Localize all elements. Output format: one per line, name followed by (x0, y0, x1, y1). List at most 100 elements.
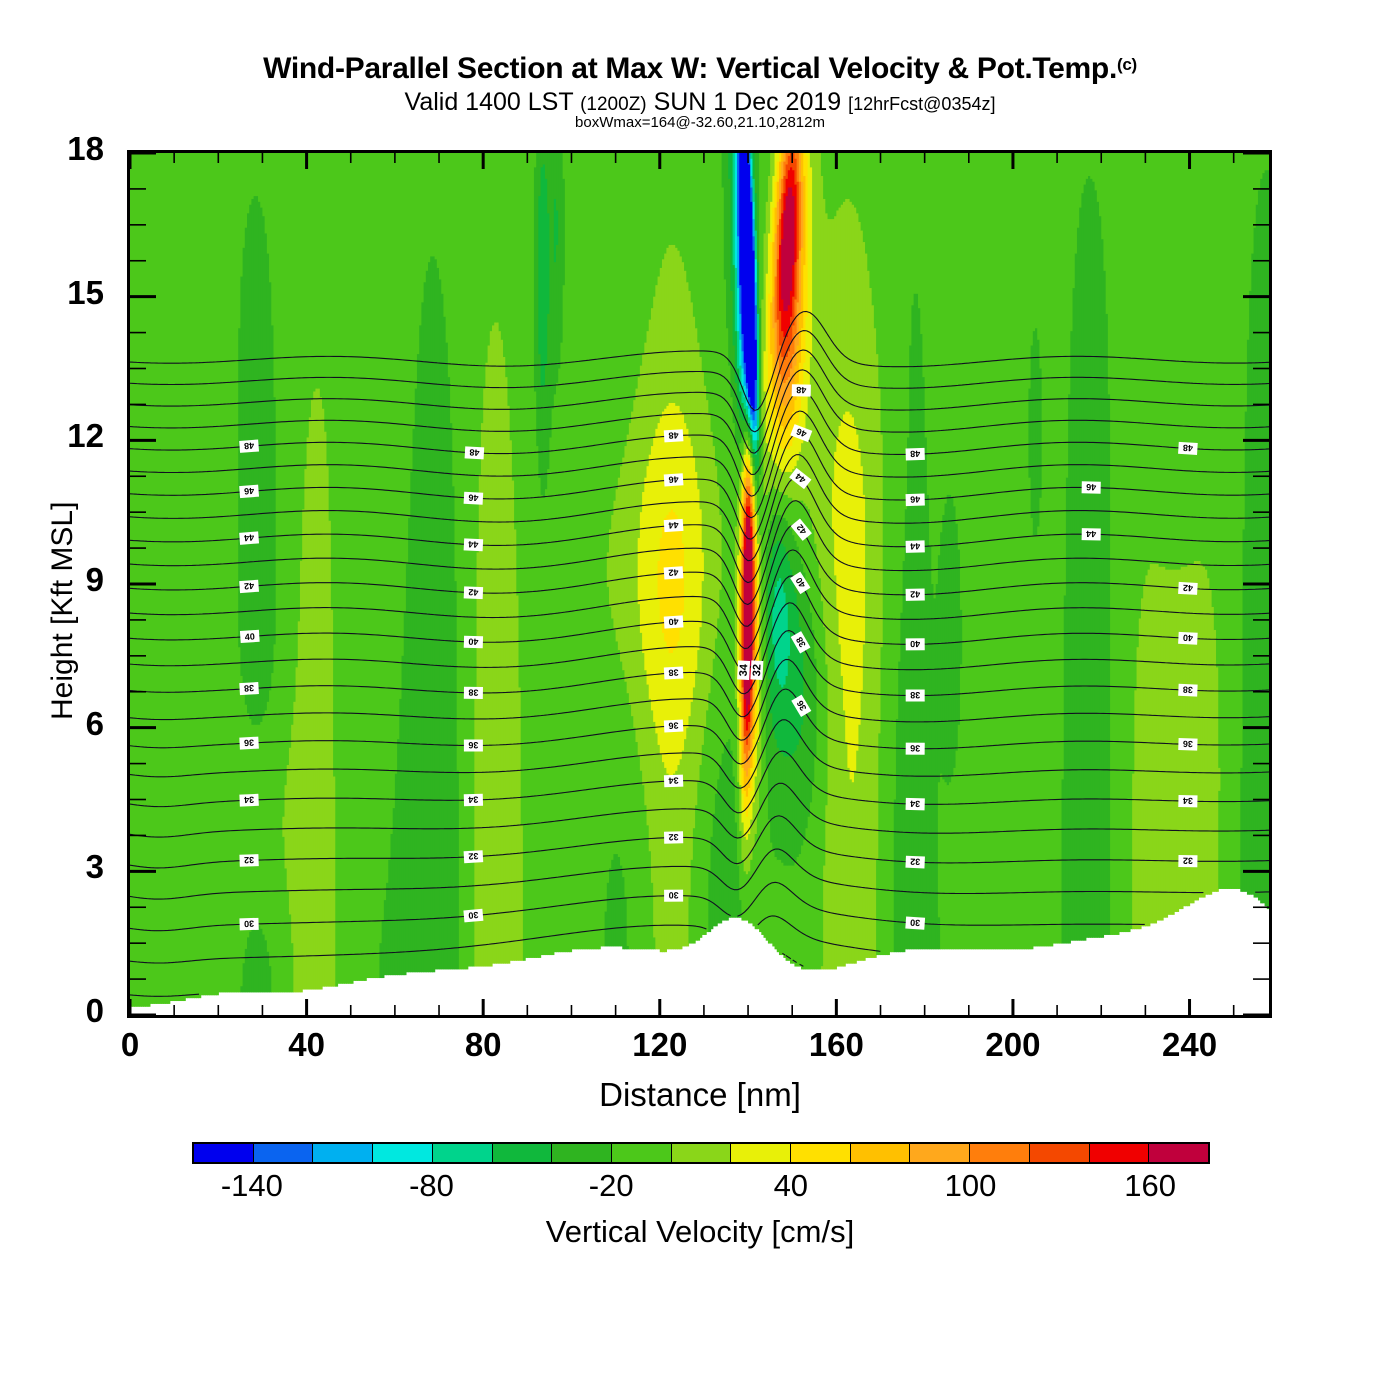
svg-text:36: 36 (795, 699, 809, 713)
svg-text:34: 34 (468, 794, 478, 804)
colorbar-segment-4 (432, 1144, 493, 1162)
svg-text:46: 46 (244, 486, 255, 497)
colorbar-segment-6 (552, 1144, 612, 1162)
colorbar-segment-16 (1149, 1144, 1208, 1162)
colorbar-tick-label: -80 (409, 1168, 454, 1203)
svg-text:32: 32 (244, 855, 254, 865)
y-tick-label: 15 (67, 273, 104, 311)
colorbar-title: Vertical Velocity [cm/s] (545, 1214, 855, 1249)
potential-temperature-contours (130, 310, 1269, 997)
svg-text:32: 32 (751, 664, 764, 677)
colorbar-segment-0 (194, 1144, 254, 1162)
svg-text:40: 40 (1183, 633, 1194, 643)
svg-text:42: 42 (795, 522, 809, 536)
svg-text:48: 48 (469, 447, 480, 458)
svg-text:32: 32 (910, 856, 920, 866)
colorbar-segment-14 (1029, 1144, 1090, 1162)
svg-text:34: 34 (910, 799, 920, 809)
svg-text:38: 38 (668, 667, 679, 678)
colorbar-tick-label: 100 (944, 1168, 997, 1203)
svg-text:46: 46 (910, 494, 920, 504)
colorbar-segment-8 (671, 1144, 732, 1162)
svg-text:42: 42 (668, 567, 679, 578)
svg-text:48: 48 (910, 449, 920, 459)
svg-text:44: 44 (1086, 529, 1096, 539)
colorbar-tick-label: -140 (220, 1168, 283, 1203)
colorbar-segment-15 (1089, 1144, 1150, 1162)
svg-text:40: 40 (468, 636, 478, 646)
chart-subtitle: Valid 1400 LST (1200Z) SUN 1 Dec 2019 [1… (0, 88, 1400, 117)
x-tick-label: 120 (632, 1026, 688, 1063)
colorbar-segment-13 (970, 1144, 1030, 1162)
y-tick-label: 3 (85, 848, 104, 886)
svg-text:32: 32 (668, 832, 678, 842)
svg-text:48: 48 (796, 385, 806, 395)
plot-area[interactable]: 30 30 30 30 32 32 32 32 32 34 34 34 34 34 36 36 36 36 36 36… (127, 150, 1272, 1018)
colorbar-tick-label: 40 (773, 1168, 809, 1203)
svg-text:48: 48 (1183, 443, 1194, 454)
svg-text:40: 40 (794, 576, 808, 590)
boxwmax-annotation: boxWmax=164@-32.60,21.10,2812m (575, 114, 825, 131)
colorbar-segment-3 (373, 1144, 433, 1162)
svg-text:42: 42 (910, 589, 920, 599)
svg-text:46: 46 (795, 426, 808, 439)
colorbar-segment-10 (791, 1144, 851, 1162)
svg-text:46: 46 (468, 493, 479, 504)
chart-title-text: Wind-Parallel Section at Max W: Vertical… (263, 52, 1117, 85)
axis-tick-marks (130, 153, 1269, 1015)
colorbar[interactable] (192, 1142, 1210, 1164)
svg-text:34: 34 (1183, 796, 1193, 806)
svg-text:36: 36 (668, 720, 678, 730)
svg-text:44: 44 (468, 539, 478, 549)
svg-text:32: 32 (468, 851, 479, 862)
colorbar-segment-5 (492, 1144, 553, 1162)
y-tick-label: 6 (85, 704, 104, 742)
y-tick-label: 0 (85, 992, 104, 1029)
x-tick-label: 40 (288, 1026, 325, 1063)
valid-time-z: (1200Z) (580, 94, 647, 115)
svg-text:38: 38 (244, 683, 255, 694)
y-tick-label: 9 (85, 561, 104, 598)
svg-text:34: 34 (738, 663, 751, 677)
svg-text:40: 40 (910, 639, 920, 649)
y-tick-label: 12 (67, 417, 104, 455)
x-tick-label: 240 (1162, 1026, 1218, 1063)
svg-text:30: 30 (669, 890, 679, 900)
svg-text:44: 44 (244, 532, 255, 543)
svg-text:44: 44 (794, 471, 808, 485)
y-tick-label: 18 (67, 130, 104, 167)
x-axis-title: Distance [nm] (599, 1076, 801, 1113)
valid-time: Valid 1400 LST (404, 88, 574, 116)
svg-text:36: 36 (1183, 739, 1193, 749)
colorbar-segment-11 (850, 1144, 911, 1162)
svg-text:48: 48 (244, 440, 255, 451)
svg-text:46: 46 (1086, 482, 1096, 492)
svg-text:30: 30 (244, 919, 254, 929)
colorbar-segment-9 (731, 1144, 792, 1162)
colorbar-segment-12 (910, 1144, 971, 1162)
svg-text:32: 32 (1183, 856, 1193, 866)
x-tick-label: 160 (808, 1026, 864, 1063)
colorbar-segment-1 (253, 1144, 314, 1162)
svg-text:46: 46 (668, 474, 679, 485)
x-tick-label: 200 (985, 1026, 1041, 1063)
svg-text:44: 44 (668, 520, 679, 531)
svg-text:34: 34 (668, 775, 678, 785)
colorbar-tick-label: -20 (588, 1168, 634, 1203)
plot-canvas: 30 30 30 30 32 32 32 32 32 34 34 34 34 34 36 36 36 36 36 36… (130, 153, 1269, 1015)
valid-date: SUN 1 Dec 2019 (653, 88, 842, 116)
colorbar-segment-2 (313, 1144, 374, 1162)
svg-text:36: 36 (910, 743, 920, 753)
svg-text:40: 40 (668, 616, 679, 627)
svg-text:30: 30 (468, 910, 479, 921)
x-tick-label: 80 (464, 1026, 502, 1063)
svg-text:38: 38 (1183, 685, 1193, 695)
svg-text:36: 36 (244, 737, 255, 747)
colorbar-tick-label: 160 (1124, 1168, 1176, 1203)
svg-text:42: 42 (1183, 583, 1194, 594)
y-axis-title: Height [Kft MSL] (46, 501, 79, 720)
chart-title: Wind-Parallel Section at Max W: Vertical… (0, 52, 1400, 86)
svg-text:48: 48 (668, 430, 679, 441)
